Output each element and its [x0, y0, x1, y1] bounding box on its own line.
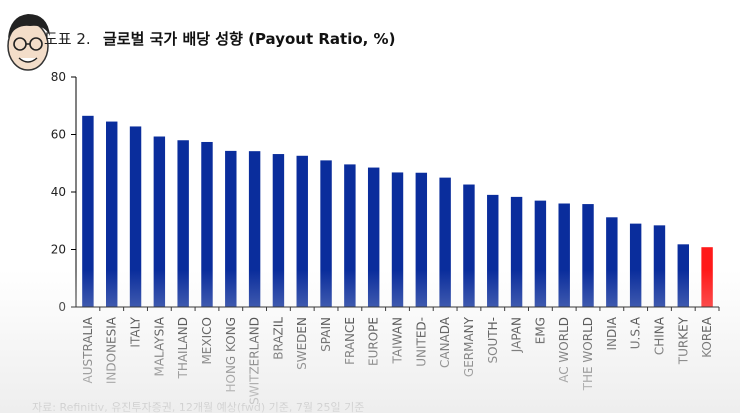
- bar-emg: [534, 200, 547, 307]
- bar-switzerland: [248, 151, 261, 307]
- y-tick-label: 0: [58, 300, 66, 314]
- x-tick-label: TURKEY: [676, 316, 690, 365]
- x-tick-label: EUROPE: [367, 317, 381, 366]
- bar-united: [415, 172, 428, 307]
- x-tick-label: KOREA: [700, 316, 714, 358]
- x-tick-label: INDIA: [605, 316, 619, 350]
- bar-malaysia: [153, 136, 166, 307]
- x-tick-label: CHINA: [652, 316, 666, 355]
- bar-u-s-a: [629, 223, 642, 307]
- source-note: 자료: Refinitiv, 유진투자증권, 12개월 예상(fwd) 기준, …: [32, 400, 364, 413]
- bar-south: [487, 194, 499, 307]
- x-tick-label: INDONESIA: [105, 316, 119, 384]
- bar-taiwan: [391, 172, 404, 307]
- x-axis-labels: AUSTRALIA INDONESIA ITALY MALAYSIA THAILAND M…: [81, 307, 720, 405]
- y-tick-label: 60: [51, 128, 66, 142]
- bar-the-world: [582, 204, 594, 307]
- x-tick-label: EMG: [533, 317, 547, 344]
- x-tick-label: THE WORLD: [581, 317, 595, 391]
- bar-japan: [510, 196, 523, 307]
- bars: [82, 115, 713, 307]
- bar-australia: [82, 115, 94, 307]
- bar-canada: [439, 177, 451, 307]
- x-tick-label: FRANCE: [343, 317, 357, 365]
- bar-spain: [320, 160, 332, 307]
- x-tick-label: MEXICO: [200, 317, 214, 365]
- bar-india: [606, 217, 618, 307]
- x-tick-label: SWEDEN: [295, 317, 309, 370]
- y-tick-label: 40: [51, 185, 66, 199]
- x-tick-label: GERMANY: [462, 316, 476, 377]
- bar-korea: [701, 247, 713, 307]
- x-tick-label: UNITED-: [414, 317, 428, 367]
- bar-france: [344, 164, 356, 307]
- x-tick-label: AC WORLD: [557, 317, 571, 383]
- x-tick-label: TAIWAN: [391, 317, 405, 365]
- x-tick-label: SPAIN: [319, 317, 333, 352]
- x-tick-label: BRAZIL: [271, 317, 285, 360]
- y-tick-label: 20: [51, 243, 66, 257]
- bar-hong-kong: [225, 150, 237, 307]
- bar-brazil: [272, 154, 285, 307]
- x-tick-label: ITALY: [129, 316, 143, 347]
- bar-turkey: [677, 244, 689, 307]
- x-tick-label: MALAYSIA: [152, 316, 166, 376]
- bar-sweden: [296, 155, 308, 307]
- x-tick-label: SWITZERLAND: [248, 317, 262, 405]
- x-tick-label: THAILAND: [176, 317, 190, 380]
- bar-mexico: [201, 141, 213, 307]
- bar-china: [653, 225, 666, 307]
- bar-thailand: [177, 140, 189, 307]
- bar-europe: [367, 167, 380, 307]
- x-tick-label: AUSTRALIA: [81, 316, 95, 383]
- presenter-avatar: [7, 14, 50, 71]
- bar-italy: [129, 126, 142, 307]
- y-axis: 0 20 40 60 80: [51, 70, 76, 314]
- y-tick-label: 80: [51, 70, 66, 84]
- x-tick-label: CANADA: [438, 316, 452, 368]
- bar-germany: [463, 184, 475, 307]
- bar-ac-world: [558, 203, 570, 307]
- x-tick-label: HONG KONG: [224, 317, 238, 393]
- x-tick-label: SOUTH-: [486, 317, 500, 364]
- bar-indonesia: [106, 121, 118, 307]
- x-tick-label: U.S.A: [629, 316, 643, 349]
- chart-title: 글로벌 국가 배당 성향 (Payout Ratio, %): [103, 30, 395, 48]
- x-tick-label: JAPAN: [510, 317, 524, 353]
- figure-label: 도표 2.: [44, 30, 91, 48]
